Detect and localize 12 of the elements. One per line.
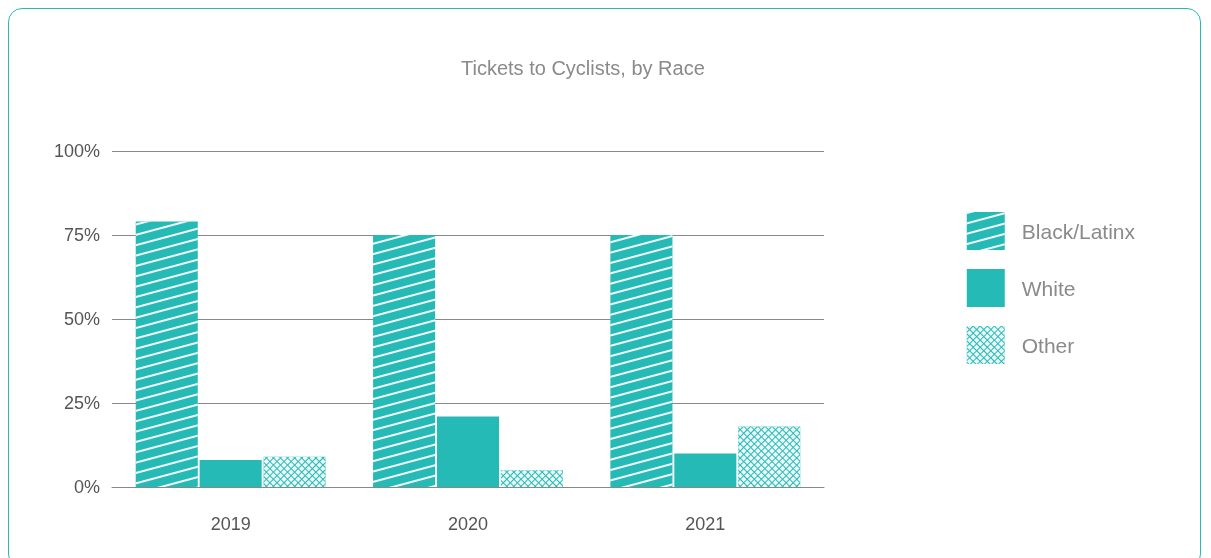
legend-label: White [1021,276,1076,300]
legend-label: Other [1021,333,1075,357]
y-tick-label: 25% [63,393,100,413]
x-tick-label: 2020 [447,514,489,534]
y-tick-label: 0% [73,477,100,497]
chart-title: Tickets to Cyclists, by Race [461,57,705,79]
y-tick-label: 50% [63,309,100,329]
y-tick-label: 100% [53,141,100,161]
y-tick-label: 75% [63,225,100,245]
x-tick-label: 2019 [210,514,251,534]
legend-label: Black/Latinx [1021,219,1136,243]
x-tick-label: 2021 [685,514,726,534]
